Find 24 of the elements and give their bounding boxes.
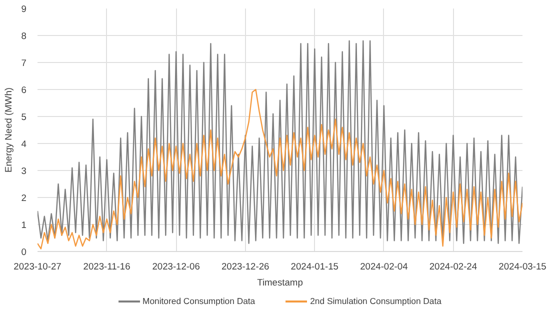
x-tick-label: 2024-02-04	[360, 262, 408, 272]
x-tick-label: 2023-10-27	[14, 262, 62, 272]
y-tick-label: 3	[21, 166, 27, 176]
legend-label: Monitored Consumption Data	[142, 296, 256, 306]
y-tick-label: 2	[21, 193, 27, 203]
x-tick-label: 2023-11-16	[83, 262, 130, 272]
x-tick-label: 2023-12-06	[152, 262, 200, 272]
line-series	[38, 88, 522, 250]
y-tick-label: 7	[21, 58, 27, 68]
x-tick-label: 2024-03-15	[498, 262, 546, 272]
y-tick-label: 0	[21, 247, 27, 257]
y-tick-label: 5	[21, 112, 27, 122]
y-tick-label: 8	[21, 31, 27, 41]
y-tick-label: 9	[21, 4, 27, 14]
x-tick-label: 2024-02-24	[429, 262, 478, 272]
x-tick-label: 2024-01-15	[290, 262, 339, 272]
x-axis-title: Timestamp	[257, 278, 303, 288]
y-tick-label: 6	[21, 85, 27, 95]
y-tick-label: 1	[21, 220, 27, 230]
line-series	[38, 40, 522, 244]
legend-label: 2nd Simulation Consumption Data	[310, 296, 442, 306]
x-tick-label: 2023-12-26	[222, 262, 270, 272]
y-tick-label: 4	[21, 139, 27, 149]
y-axis-title: Energy Need (MWh)	[3, 87, 14, 173]
